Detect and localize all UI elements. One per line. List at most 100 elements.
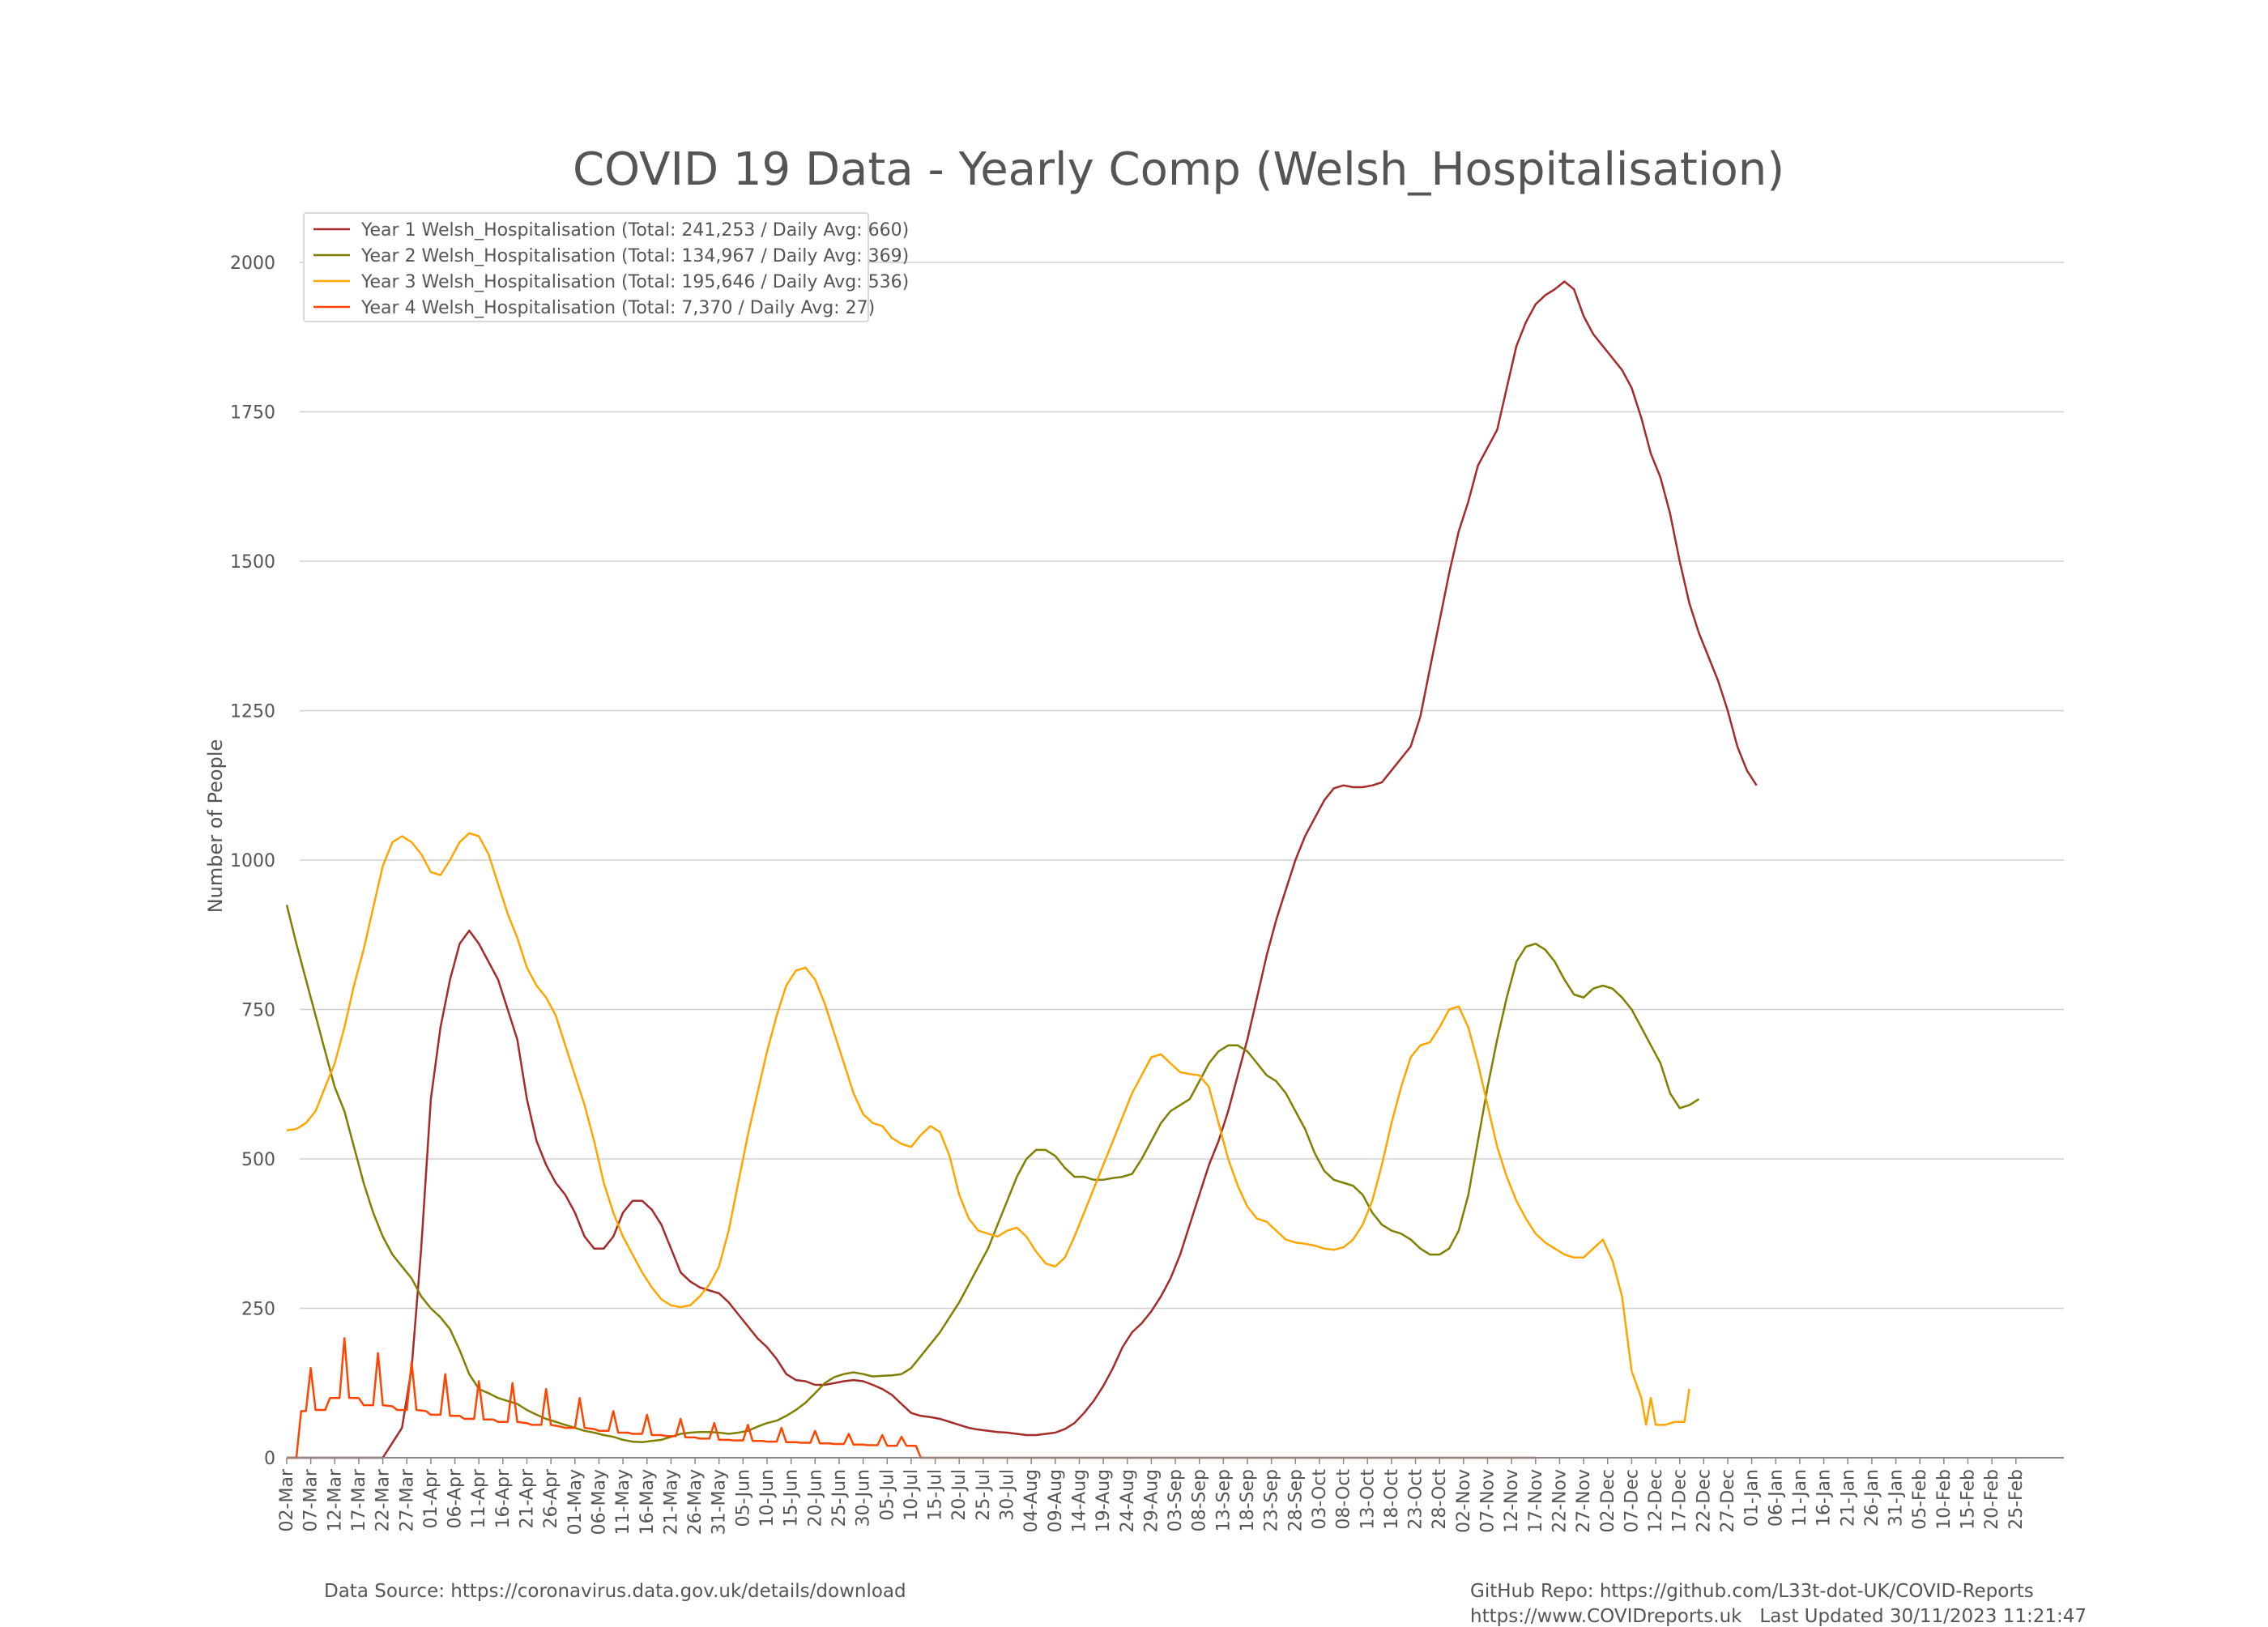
legend-entry: Year 3 Welsh_Hospitalisation (Total: 195… — [360, 272, 909, 292]
x-tick-label: 02-Nov — [1454, 1469, 1474, 1533]
series-lines — [285, 280, 1758, 1459]
x-tick-label: 05-Jul — [877, 1469, 897, 1521]
x-tick-label: 24-Aug — [1118, 1469, 1138, 1532]
x-tick-label: 25-Jul — [974, 1469, 994, 1521]
x-tick-label: 15-Jul — [926, 1469, 946, 1521]
series-line-year-4 — [287, 1337, 1536, 1459]
x-tick-label: 12-Dec — [1646, 1469, 1666, 1533]
x-tick-label: 11-May — [613, 1469, 633, 1535]
x-tick-label: 15-Feb — [1959, 1469, 1979, 1530]
x-tick-label: 29-Aug — [1141, 1469, 1162, 1532]
x-tick-label: 07-Mar — [301, 1468, 322, 1531]
x-tick-label: 27-Nov — [1574, 1469, 1594, 1533]
y-tick-label: 1000 — [230, 851, 275, 871]
x-tick-label: 30-Jun — [854, 1469, 874, 1527]
x-tick-label: 26-May — [685, 1469, 706, 1535]
x-tick-label: 09-Aug — [1046, 1469, 1066, 1532]
x-tick-label: 26-Jan — [1862, 1469, 1882, 1527]
x-tick-label: 31-Jan — [1886, 1469, 1907, 1527]
legend-box — [303, 212, 869, 322]
x-tick-label: 03-Oct — [1310, 1469, 1330, 1530]
x-tick-label: 17-Dec — [1670, 1469, 1690, 1533]
y-tick-label: 1750 — [230, 403, 275, 424]
x-tick-label: 26-Apr — [541, 1468, 561, 1528]
x-tick-label: 21-Jan — [1838, 1469, 1858, 1527]
x-tick-label: 12-Nov — [1502, 1469, 1522, 1533]
legend: Year 1 Welsh_Hospitalisation (Total: 241… — [303, 212, 909, 322]
x-tick-label: 06-Apr — [446, 1468, 466, 1528]
x-tick-label: 10-Feb — [1934, 1469, 1955, 1530]
y-tick-label: 750 — [241, 1001, 275, 1021]
x-tick-label: 07-Dec — [1622, 1469, 1642, 1533]
grid-lines — [300, 262, 2064, 1310]
x-tick-label: 11-Apr — [469, 1468, 489, 1528]
x-tick-label: 19-Aug — [1094, 1469, 1114, 1532]
x-tick-label: 06-Jan — [1766, 1469, 1786, 1527]
x-tick-label: 06-May — [589, 1469, 609, 1535]
x-tick-label: 01-Apr — [421, 1468, 441, 1528]
x-tick-label: 17-Nov — [1526, 1469, 1546, 1533]
x-tick-label: 25-Jun — [829, 1469, 850, 1527]
x-tick-label: 11-Jan — [1790, 1469, 1810, 1527]
x-tick-label: 15-Jun — [782, 1469, 802, 1527]
github-repo-note: GitHub Repo: https://github.com/L33t-dot… — [1470, 1581, 2034, 1602]
series-line-year-2 — [285, 904, 1700, 1444]
x-tick-label: 31-May — [710, 1469, 730, 1535]
y-tick-label: 500 — [241, 1150, 275, 1170]
x-tick-label: 21-May — [661, 1469, 681, 1535]
x-tick-label: 21-Apr — [518, 1468, 538, 1528]
data-source-note: Data Source: https://coronavirus.data.go… — [324, 1581, 906, 1602]
x-tick-label: 05-Jun — [733, 1469, 753, 1527]
x-tick-label: 03-Sep — [1166, 1469, 1186, 1531]
x-tick-label: 12-Mar — [325, 1468, 345, 1531]
x-tick-label: 16-May — [637, 1469, 658, 1535]
x-tick-label: 23-Oct — [1406, 1469, 1426, 1530]
x-tick-label: 27-Dec — [1718, 1469, 1738, 1533]
x-tick-label: 22-Dec — [1694, 1469, 1714, 1533]
x-tick-label: 22-Mar — [373, 1468, 394, 1531]
x-tick-label: 28-Sep — [1285, 1469, 1306, 1531]
x-tick-label: 16-Apr — [493, 1468, 514, 1528]
x-tick-label: 20-Jul — [949, 1469, 970, 1521]
x-tick-label: 18-Sep — [1238, 1469, 1258, 1531]
x-tick-label: 13-Oct — [1358, 1469, 1378, 1530]
x-tick-label: 10-Jun — [757, 1469, 778, 1527]
x-tick-label: 10-Jul — [902, 1469, 922, 1521]
legend-entry: Year 4 Welsh_Hospitalisation (Total: 7,3… — [360, 298, 875, 318]
legend-entry: Year 1 Welsh_Hospitalisation (Total: 241… — [360, 220, 909, 241]
series-line-year-3 — [286, 832, 1690, 1426]
series-line-year-1 — [287, 280, 1758, 1459]
x-tick-label: 18-Oct — [1382, 1469, 1402, 1530]
x-tick-label: 16-Jan — [1814, 1469, 1835, 1527]
y-tick-label: 1250 — [230, 702, 275, 722]
x-tick-label: 20-Jun — [805, 1469, 825, 1527]
site-updated-note: https://www.COVIDreports.uk Last Updated… — [1470, 1606, 2087, 1627]
y-tick-label: 0 — [264, 1449, 275, 1469]
x-tick-label: 01-Jan — [1742, 1469, 1763, 1527]
legend-entry: Year 2 Welsh_Hospitalisation (Total: 134… — [360, 246, 909, 266]
x-tick-label: 27-Mar — [397, 1468, 417, 1531]
x-tick-label: 08-Sep — [1190, 1469, 1210, 1531]
y-axis-label: Number of People — [204, 739, 227, 914]
x-tick-label: 08-Oct — [1334, 1469, 1354, 1530]
x-tick-label: 22-Nov — [1550, 1469, 1570, 1533]
x-tick-label: 02-Dec — [1598, 1469, 1618, 1533]
x-tick-label: 30-Jul — [998, 1469, 1018, 1521]
y-axis-ticks: 0 250 500 750 1000 1250 1500 1750 2000 — [230, 253, 275, 1469]
y-tick-label: 2000 — [230, 253, 275, 274]
chart-title: COVID 19 Data - Yearly Comp (Welsh_Hospi… — [573, 143, 1784, 196]
y-tick-label: 250 — [241, 1300, 275, 1320]
y-tick-label: 1500 — [230, 552, 275, 573]
x-tick-label: 23-Sep — [1262, 1469, 1282, 1531]
x-tick-label: 17-Mar — [349, 1468, 369, 1531]
x-tick-label: 02-Mar — [277, 1468, 297, 1531]
x-tick-label: 01-May — [565, 1469, 586, 1535]
x-axis-ticks: 02-Mar 07-Mar 12-Mar 17-Mar 22-Mar 27-Mar 01-A… — [277, 1458, 2027, 1535]
x-tick-label: 28-Oct — [1430, 1469, 1450, 1530]
x-tick-label: 13-Sep — [1213, 1469, 1234, 1531]
x-tick-label: 14-Aug — [1069, 1469, 1089, 1532]
x-tick-label: 04-Aug — [1021, 1469, 1042, 1532]
x-tick-label: 07-Nov — [1478, 1469, 1498, 1533]
x-tick-label: 25-Feb — [2006, 1469, 2027, 1530]
x-tick-label: 20-Feb — [1982, 1469, 2002, 1530]
